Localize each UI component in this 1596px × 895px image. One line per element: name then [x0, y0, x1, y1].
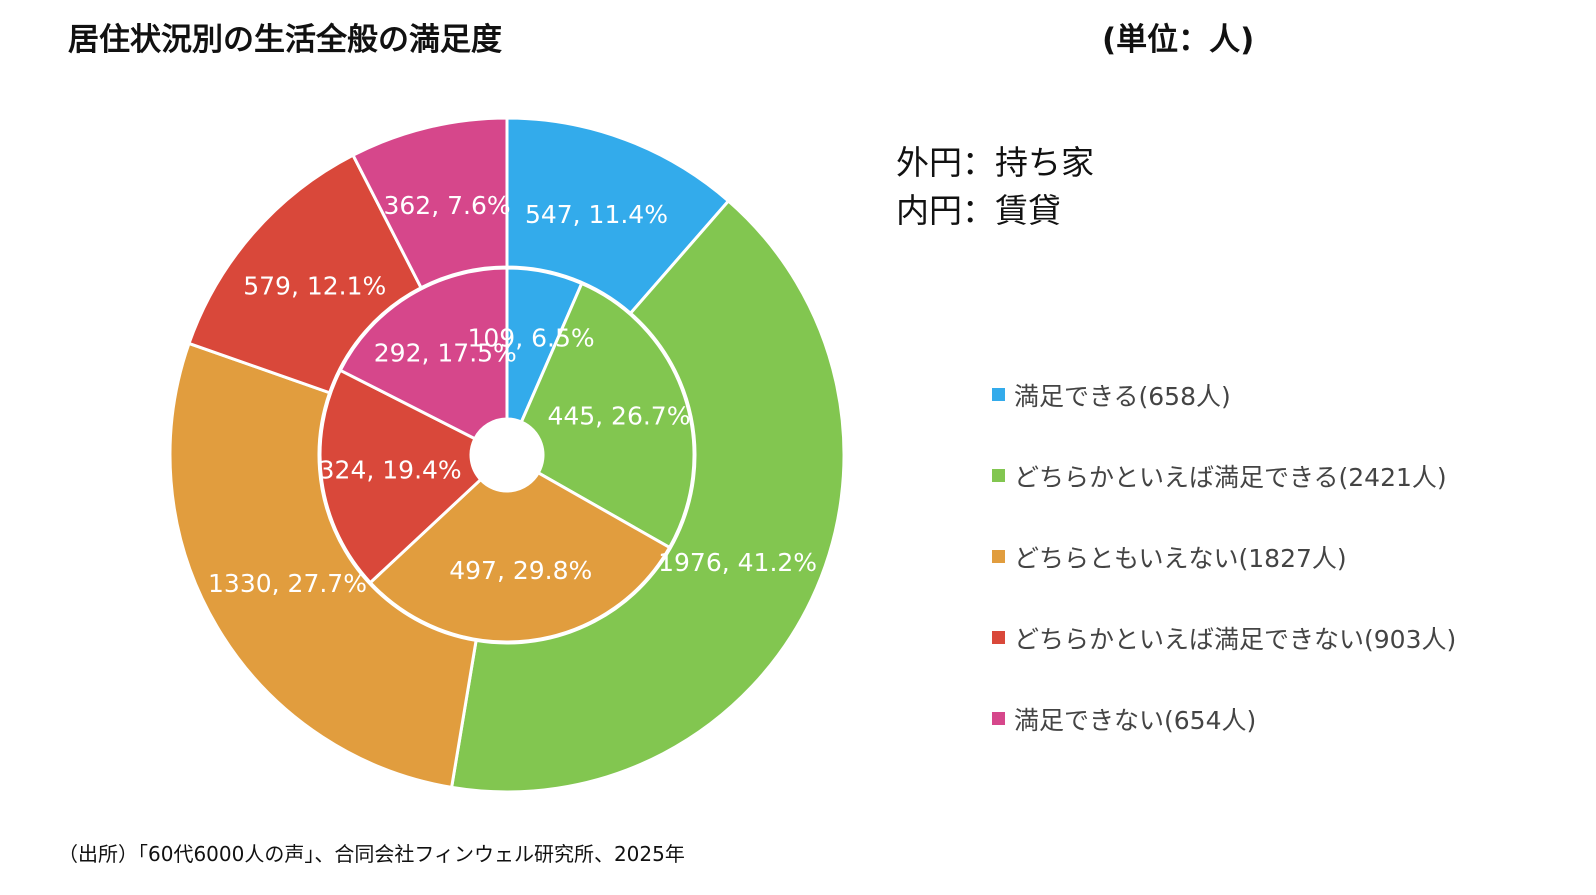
- outer-slice-label-1: 547, 11.4%: [525, 200, 668, 229]
- outer-ring-note: 外円：持ち家: [896, 143, 1094, 182]
- unit-label: (単位：人): [1102, 22, 1255, 58]
- legend-swatch: [992, 388, 1005, 401]
- inner-slice-3: [368, 470, 672, 644]
- inner-ring-note: 内円：賃貸: [896, 191, 1061, 230]
- outer-slice-label-2: 1976, 41.2%: [658, 548, 817, 577]
- legend-item: どちらともいえない(1827人): [992, 516, 1456, 597]
- inner-slice-label-2: 445, 26.7%: [547, 402, 690, 431]
- outer-slice-label-4: 579, 12.1%: [243, 271, 386, 300]
- legend: 満足できる(658人) どちらかといえば満足できる(2421人) どちらともいえ…: [992, 354, 1456, 759]
- outer-slice-label-5: 362, 7.6%: [384, 191, 511, 220]
- inner-slice-2: [519, 281, 696, 550]
- legend-label: 満足できる(658人): [1014, 381, 1231, 411]
- legend-swatch: [992, 469, 1005, 482]
- legend-swatch: [992, 631, 1005, 644]
- legend-label: どちらかといえば満足できない(903人): [1014, 624, 1457, 654]
- inner-slice-label-3: 497, 29.8%: [449, 556, 592, 585]
- legend-label: どちらかといえば満足できる(2421人): [1014, 462, 1447, 492]
- inner-slice-4: [318, 368, 483, 585]
- source-note: （出所）「60代6000人の声」、合同会社フィンウェル研究所、2025年: [58, 842, 685, 866]
- legend-swatch: [992, 550, 1005, 563]
- inner-slice-5: [338, 266, 509, 441]
- legend-label: どちらともいえない(1827人): [1014, 543, 1347, 573]
- legend-swatch: [992, 712, 1005, 725]
- inner-slice-label-1: 109, 6.5%: [468, 323, 595, 352]
- legend-item: 満足できない(654人): [992, 678, 1456, 759]
- legend-item: どちらかといえば満足できる(2421人): [992, 435, 1456, 516]
- legend-label: 満足できない(654人): [1014, 705, 1257, 735]
- inner-slice-label-5: 292, 17.5%: [374, 338, 517, 367]
- inner-slice-label-4: 324, 19.4%: [319, 456, 462, 485]
- outer-slice-label-3: 1330, 27.7%: [208, 569, 367, 598]
- legend-item: どちらかといえば満足できない(903人): [992, 597, 1456, 678]
- chart-title: 居住状況別の生活全般の満足度: [68, 22, 502, 58]
- legend-item: 満足できる(658人): [992, 354, 1456, 435]
